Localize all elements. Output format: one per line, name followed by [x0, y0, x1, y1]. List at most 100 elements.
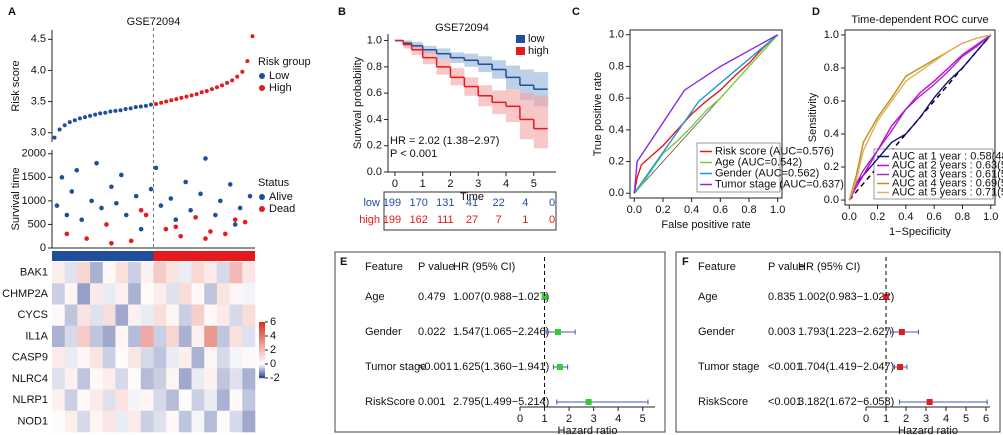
colorbar-step [259, 356, 265, 359]
survival-point [227, 182, 233, 187]
heatmap-cell [140, 389, 154, 412]
legend-marker [259, 194, 265, 200]
y-tick-label: 1.0 [824, 29, 839, 41]
roc-curve [848, 34, 991, 201]
heatmap-cell [216, 347, 230, 369]
heatmap-cell [229, 304, 243, 327]
colorbar-step [259, 326, 265, 329]
heatmap-cell [52, 389, 65, 412]
panel-label: F [682, 256, 689, 268]
ci-band [547, 72, 549, 107]
heatmap-cell [191, 410, 205, 433]
x-axis-label: Hazard ratio [558, 425, 618, 435]
roc-curve [633, 34, 779, 194]
column-header: HR (95% CI) [453, 261, 515, 273]
roc-curve [633, 34, 779, 194]
survival-point [148, 186, 154, 192]
p-value: <0.001 [418, 361, 452, 373]
risk-point [77, 116, 82, 121]
heatmap-cell [115, 325, 129, 348]
risk-point [209, 87, 214, 92]
heatmap-cell [191, 389, 205, 412]
heatmap-cell [242, 410, 256, 433]
heatmap-cell [204, 347, 218, 369]
p-value: 0.003 [768, 326, 796, 338]
legend-label: AUC at 4 years : 0.69(57.56−81.04) [892, 177, 1003, 189]
heatmap-cell [242, 368, 256, 390]
x-tick-label: 2 [447, 178, 453, 190]
x-tick-label: 0 [863, 413, 869, 425]
hr-label: 1.002(0.983−1.022) [798, 291, 894, 303]
legend-marker [259, 73, 265, 79]
p-value: <0.001 [768, 361, 802, 373]
legend-label: AUC at 1 year : 0.58(48.88−67.14) [892, 150, 1003, 162]
colorbar-step [259, 366, 265, 369]
risk-point [230, 78, 235, 83]
hr-label: 1.625(1.360−1.941) [453, 361, 549, 373]
x-tick-label: 0.0 [842, 211, 857, 223]
y-tick-label: 1500 [22, 171, 46, 183]
risk-table-count: 27 [466, 214, 478, 226]
y-tick-label: 4.0 [31, 64, 46, 76]
colorbar-step [259, 372, 265, 375]
risk-point [154, 102, 159, 107]
heatmap-cell [64, 262, 78, 284]
ci-band [519, 93, 534, 140]
x-tick-label: 4 [615, 413, 621, 425]
heatmap-cell [140, 283, 154, 305]
panel-frame [675, 251, 1001, 433]
y-tick-label: 0.6 [367, 87, 382, 99]
y-tick-label: 0.6 [609, 92, 624, 104]
colorbar-step [259, 338, 265, 341]
risk-table-count: 170 [409, 197, 427, 209]
hr-point [541, 294, 548, 300]
y-tick-label: 1.0 [609, 29, 624, 41]
heatmap-cell [115, 368, 129, 390]
heatmap-cell [153, 262, 167, 284]
risk-point [169, 98, 174, 103]
heatmap-cell [229, 368, 243, 390]
feature-label: Age [365, 291, 385, 303]
hr-point [898, 329, 905, 335]
group-bar [153, 251, 255, 261]
legend-label: Tumor stage (AUC=0.637) [715, 178, 844, 190]
heatmap-cell [191, 368, 205, 390]
x-tick-label: 1 [883, 413, 889, 425]
heatmap-cell [229, 262, 243, 284]
colorbar-step [259, 376, 265, 379]
p-value: 0.001 [418, 396, 446, 408]
heatmap-cell [204, 325, 218, 348]
y-tick-label: 4.5 [31, 33, 46, 45]
x-tick-label: 0 [392, 178, 398, 190]
heatmap-cell [77, 262, 91, 284]
risk-table-count: 131 [436, 197, 454, 209]
x-tick-label: 6 [983, 413, 989, 425]
hr-point [897, 364, 904, 370]
p-value: 0.479 [418, 291, 446, 303]
x-tick-label: 0.2 [870, 211, 885, 223]
heatmap-cell [52, 368, 65, 390]
risk-point [103, 110, 108, 115]
y-tick-label: 0.4 [609, 124, 624, 136]
heatmap-cell [90, 389, 104, 412]
heatmap-cell [140, 347, 154, 369]
hr-point [556, 364, 563, 370]
heatmap-cell [229, 389, 243, 412]
heatmap-cell [52, 325, 65, 348]
x-tick-label: 3 [591, 413, 597, 425]
survival-point [143, 212, 149, 218]
risk-point [98, 111, 103, 116]
colorbar-step [259, 358, 265, 361]
heatmap-cell [204, 304, 218, 327]
y-tick-label: 0.6 [824, 95, 839, 107]
risk-table-count: 199 [383, 197, 401, 209]
risk-point [214, 85, 219, 90]
x-tick-label: 5 [531, 178, 537, 190]
y-tick-label: 0.2 [367, 140, 382, 152]
colorbar-step [259, 340, 265, 343]
y-tick-label: 0.2 [824, 161, 839, 173]
heatmap-cell [229, 283, 243, 305]
survival-point [203, 156, 208, 161]
survival-point [247, 193, 253, 199]
risk-point [225, 80, 230, 85]
